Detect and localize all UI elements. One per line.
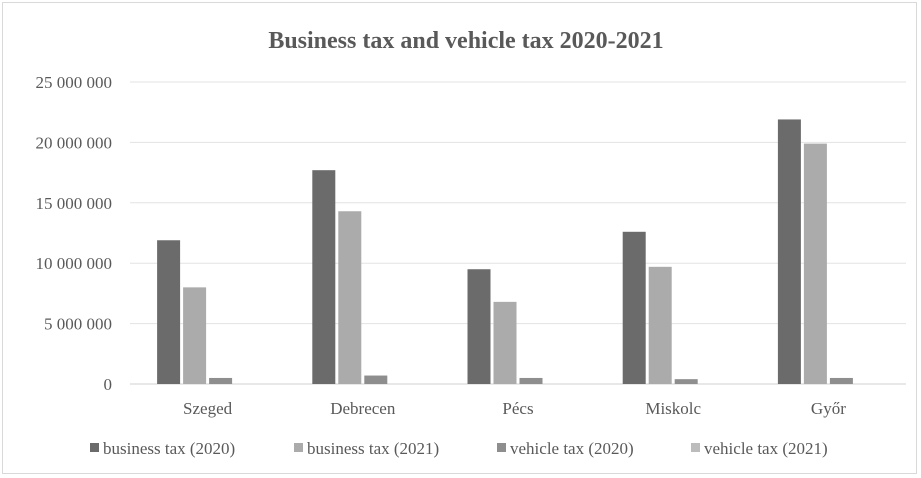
legend-entry: business tax (2020) bbox=[103, 439, 235, 458]
y-axis-ticks: 0 5 000 000 10 000 000 15 000 000 20 000 000… bbox=[36, 73, 113, 394]
bar bbox=[829, 377, 853, 384]
legend-entry: business tax (2021) bbox=[307, 439, 439, 458]
legend-swatch bbox=[691, 443, 700, 452]
legend-swatch bbox=[294, 443, 303, 452]
bar bbox=[209, 377, 233, 384]
bar bbox=[622, 231, 646, 384]
x-tick-label: Pécs bbox=[502, 399, 533, 418]
y-tick-label: 0 bbox=[104, 375, 113, 394]
bar bbox=[364, 375, 388, 384]
y-tick-label: 5 000 000 bbox=[44, 315, 112, 334]
gridlines bbox=[130, 81, 906, 385]
bar bbox=[338, 211, 362, 384]
y-tick-label: 15 000 000 bbox=[36, 194, 113, 213]
legend-entry: vehicle tax (2020) bbox=[510, 439, 634, 458]
y-tick-label: 25 000 000 bbox=[36, 73, 113, 92]
bar bbox=[519, 377, 543, 384]
bar bbox=[674, 379, 698, 384]
legend-swatch bbox=[90, 443, 99, 452]
x-axis-ticks: Szeged Debrecen Pécs Miskolc Győr bbox=[183, 399, 846, 418]
x-tick-label: Szeged bbox=[183, 399, 233, 418]
bar bbox=[157, 240, 181, 384]
legend: business tax (2020) business tax (2021) ve… bbox=[90, 439, 828, 458]
x-tick-label: Győr bbox=[811, 399, 846, 418]
legend-swatch bbox=[497, 443, 506, 452]
bar bbox=[648, 266, 672, 384]
chart-title: Business tax and vehicle tax 2020-2021 bbox=[268, 28, 663, 54]
bar bbox=[493, 301, 517, 384]
bar bbox=[777, 119, 801, 384]
legend-entry: vehicle tax (2021) bbox=[704, 439, 828, 458]
x-tick-label: Debrecen bbox=[330, 399, 396, 418]
bar bbox=[312, 170, 336, 384]
bar bbox=[803, 143, 827, 384]
bar bbox=[183, 287, 207, 384]
y-tick-label: 10 000 000 bbox=[36, 254, 113, 273]
bar bbox=[467, 269, 491, 384]
y-tick-label: 20 000 000 bbox=[36, 133, 113, 152]
bars bbox=[157, 119, 853, 384]
x-tick-label: Miskolc bbox=[645, 399, 701, 418]
